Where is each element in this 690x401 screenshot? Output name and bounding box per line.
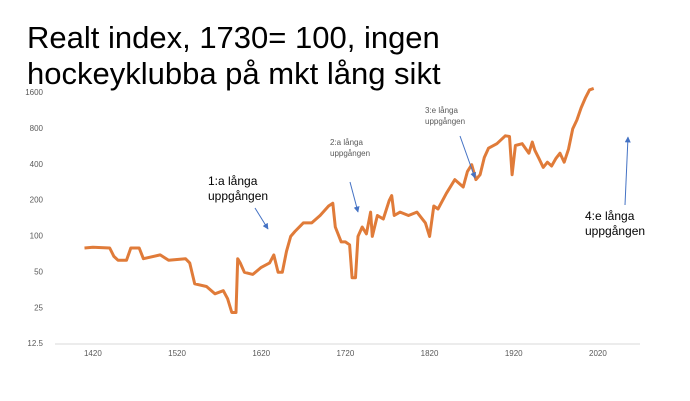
x-tick-label: 1620 [252, 349, 270, 358]
y-tick-label: 1600 [25, 88, 43, 97]
x-tick-label: 1720 [336, 349, 354, 358]
y-tick-label: 50 [34, 267, 43, 276]
x-tick-label: 1420 [84, 349, 102, 358]
annotation-arrow [349, 181, 360, 213]
y-tick-label: 25 [34, 303, 43, 312]
annotation-arrow [254, 207, 269, 230]
x-tick-label: 2020 [589, 349, 607, 358]
chart-title: hockeyklubba på mkt lång sikt [27, 56, 441, 91]
annotation-arrow [624, 136, 631, 206]
data-line [84, 86, 595, 314]
chart-title: Realt index, 1730= 100, ingen [27, 20, 440, 55]
annotation: uppgången [425, 117, 465, 126]
y-tick-label: 12.5 [27, 339, 43, 348]
x-tick-label: 1820 [421, 349, 439, 358]
x-tick-label: 1520 [168, 349, 186, 358]
annotation: 2:a långa [330, 138, 363, 147]
y-tick-label: 200 [30, 196, 44, 205]
y-tick-label: 800 [30, 124, 44, 133]
y-tick-label: 400 [30, 160, 44, 169]
x-tick-label: 1920 [505, 349, 523, 358]
annotation: 4:e långa [585, 209, 635, 223]
annotation: uppgången [208, 189, 268, 203]
annotation-arrow [459, 135, 477, 179]
annotation: uppgången [330, 149, 370, 158]
y-tick-label: 100 [30, 232, 44, 241]
annotation: 3:e långa [425, 106, 458, 115]
annotation: uppgången [585, 224, 645, 238]
annotation: 1:a långa [208, 174, 258, 188]
